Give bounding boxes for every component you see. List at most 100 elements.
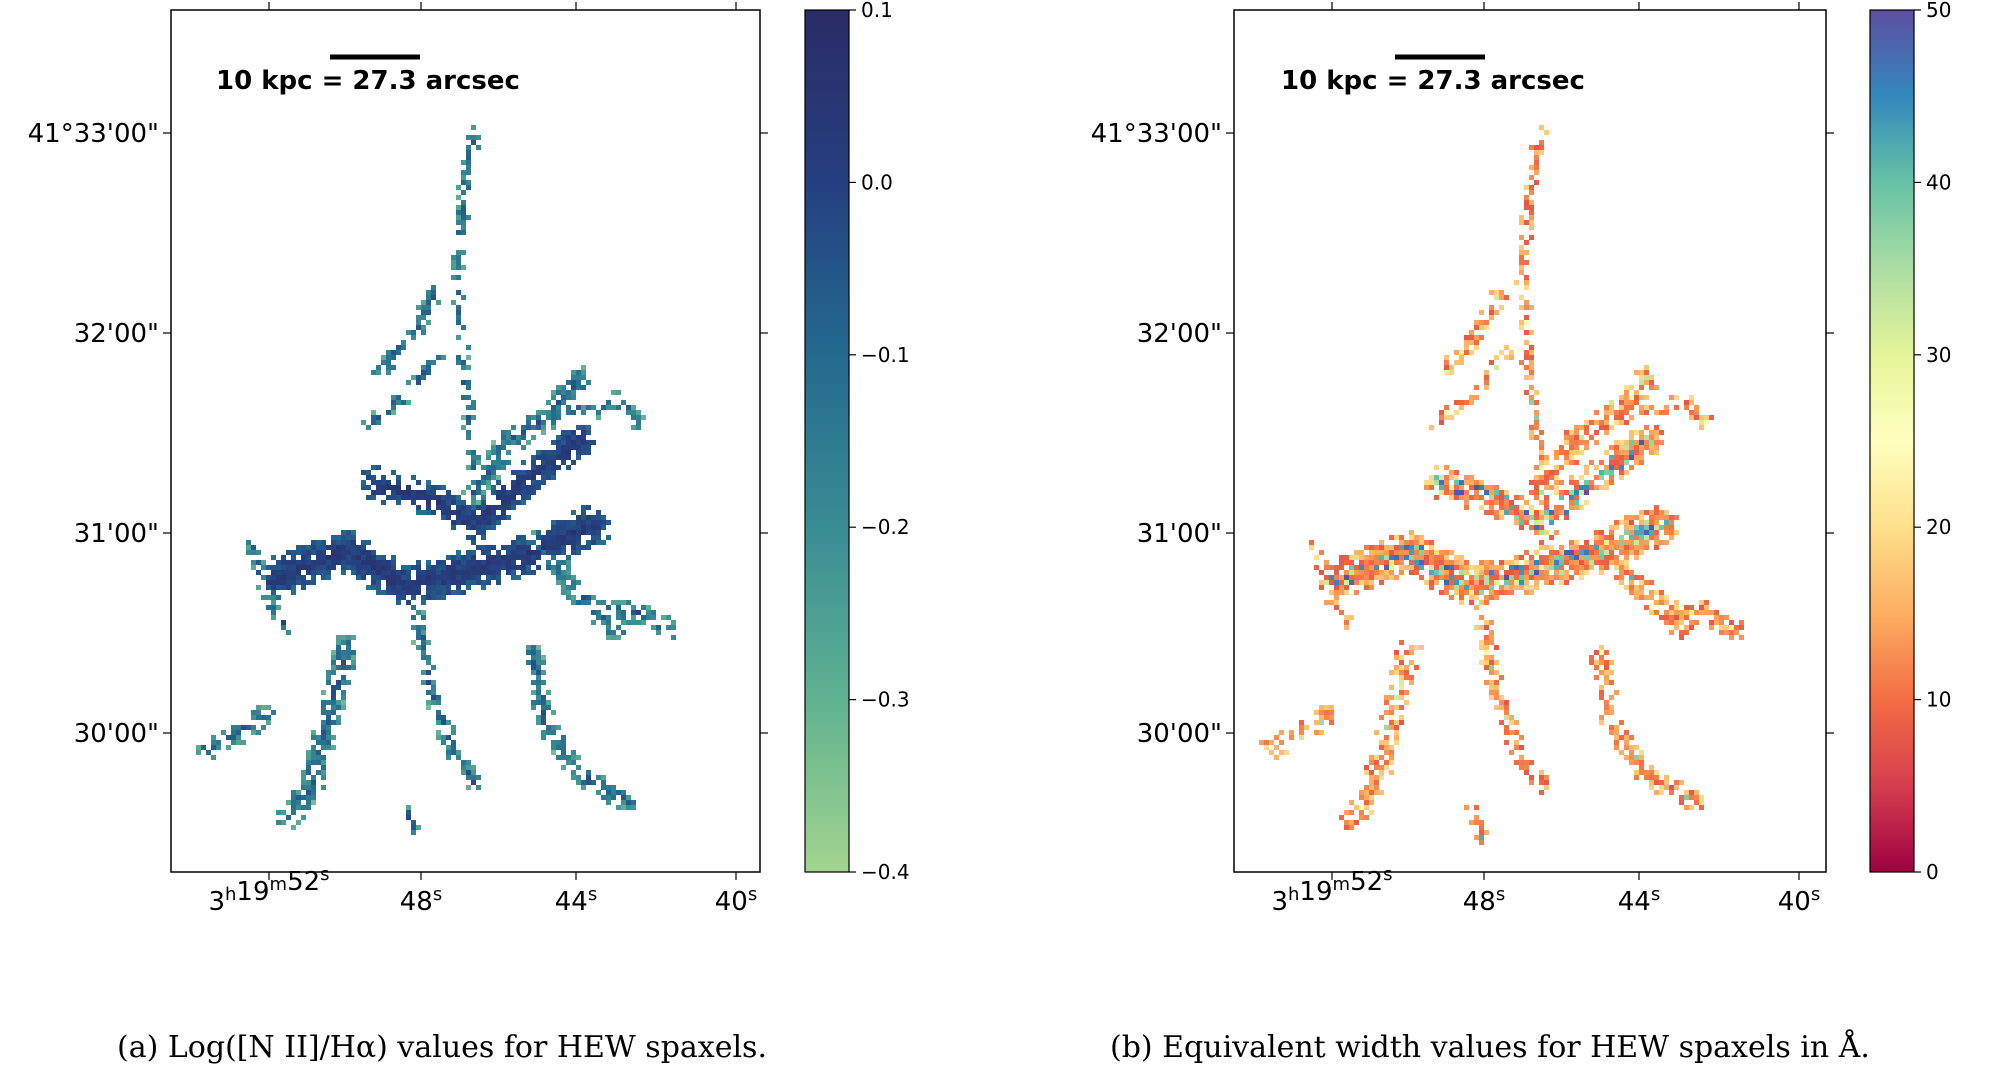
spaxel [1584,570,1589,575]
spaxel [1419,535,1424,540]
spaxel [1519,510,1524,515]
spaxel [536,545,541,550]
spaxel [391,490,396,495]
spaxel [1624,745,1629,750]
spaxel [1484,660,1489,665]
spaxel [446,515,451,520]
spaxel [521,560,526,565]
spaxel [616,790,621,795]
spaxel [1529,175,1534,180]
spaxel [576,370,581,375]
spaxel [1619,415,1624,420]
spaxel [1559,510,1564,515]
spaxel [526,415,531,420]
colorbar-tick-label: −0.3 [861,688,910,712]
spaxel [1649,405,1654,410]
spaxel [276,605,281,610]
spaxel [1519,265,1524,270]
spaxel [471,405,476,410]
spaxel [671,620,676,625]
spaxel [531,550,536,555]
spaxel [551,570,556,575]
spaxel [426,320,431,325]
spaxel [1569,560,1574,565]
spaxel [291,550,296,555]
spaxel [601,600,606,605]
spaxel [1519,735,1524,740]
spaxel [1369,545,1374,550]
spaxel [1584,490,1589,495]
spaxel [546,450,551,455]
spaxel [461,190,466,195]
spaxel [561,735,566,740]
spaxel [536,680,541,685]
spaxel [321,720,326,725]
spaxel [426,595,431,600]
spaxel [1639,435,1644,440]
spaxel [531,705,536,710]
spaxel [471,780,476,785]
spaxel [596,525,601,530]
spaxel [601,620,606,625]
spaxel [1469,480,1474,485]
spaxel [481,570,486,575]
spaxel [416,480,421,485]
spaxel [436,580,441,585]
spaxel [1504,570,1509,575]
spaxel [336,555,341,560]
spaxel [366,570,371,575]
spaxel [1514,565,1519,570]
spaxel [1474,395,1479,400]
spaxel [1649,430,1654,435]
spaxel [411,825,416,830]
spaxel [1604,565,1609,570]
spaxel [471,135,476,140]
spaxel [1634,455,1639,460]
spaxel [1334,585,1339,590]
spaxel [1569,450,1574,455]
spaxel [1539,125,1544,130]
spaxel [1444,465,1449,470]
colorbar-tick-label: −0.4 [861,860,910,884]
spaxel [496,575,501,580]
spaxel [1604,485,1609,490]
spaxel [1419,645,1424,650]
spaxel [556,755,561,760]
spaxel [306,580,311,585]
spaxel [411,330,416,335]
spaxel [1704,605,1709,610]
spaxel [1374,760,1379,765]
spaxel [566,575,571,580]
spaxel [1499,585,1504,590]
spaxel [1629,525,1634,530]
spaxel [1674,600,1679,605]
spaxel [1669,785,1674,790]
spaxel [1539,140,1544,145]
spaxel [1684,625,1689,630]
spaxel [1464,580,1469,585]
spaxel [1624,585,1629,590]
spaxel [351,570,356,575]
spaxel [251,710,256,715]
spaxel [1664,600,1669,605]
spaxel [526,470,531,475]
spaxel [1439,420,1444,425]
spaxel [1399,680,1404,685]
spaxel [446,580,451,585]
spaxel [546,460,551,465]
spaxel [1529,350,1534,355]
spaxel [496,490,501,495]
spaxel [276,820,281,825]
spaxel [1384,710,1389,715]
spaxel [1654,515,1659,520]
spaxel [491,565,496,570]
spaxel [1489,580,1494,585]
spaxel [1454,580,1459,585]
spaxel [1509,350,1514,355]
spaxel [566,595,571,600]
spaxel [1369,800,1374,805]
spaxel [1519,320,1524,325]
spaxel [1344,560,1349,565]
spaxel [371,465,376,470]
